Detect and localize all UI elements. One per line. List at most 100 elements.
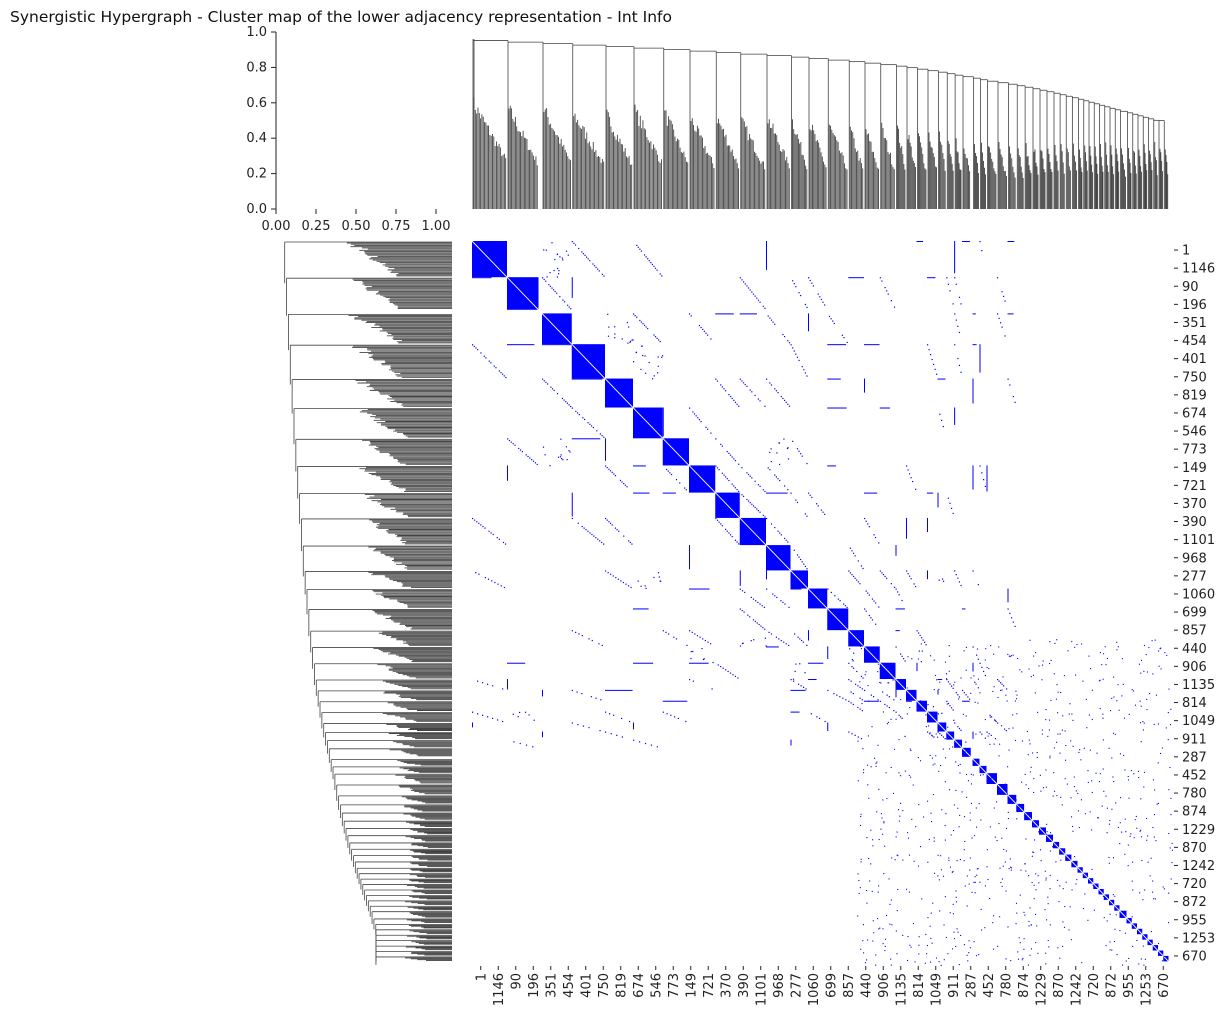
adjacency-cell — [906, 465, 908, 467]
adjacency-cell — [934, 368, 936, 370]
adjacency-cell — [897, 591, 899, 593]
row-tick-label: 1060 — [1182, 587, 1215, 602]
adjacency-cell — [827, 407, 847, 409]
adjacency-cell — [795, 663, 797, 665]
adjacency-cell — [1140, 722, 1142, 724]
adjacency-cell — [848, 700, 850, 702]
adjacency-cell — [627, 585, 630, 587]
adjacency-cell — [770, 633, 773, 635]
adjacency-cell — [1073, 776, 1075, 778]
adjacency-cell — [528, 714, 530, 716]
adjacency-cell — [979, 662, 981, 664]
adjacency-cell — [898, 714, 900, 716]
adjacency-cell — [1056, 639, 1058, 641]
adjacency-cell — [571, 407, 573, 409]
adjacency-cell — [1025, 784, 1027, 786]
adjacency-cell — [1091, 791, 1093, 793]
adjacency-cell — [1029, 639, 1031, 641]
adjacency-cell — [477, 349, 479, 351]
col-tick-label: 1146 — [492, 973, 507, 1006]
adjacency-cell — [868, 700, 870, 702]
adjacency-cell — [783, 485, 786, 487]
adjacency-cell — [1072, 719, 1074, 721]
adjacency-cell — [764, 405, 766, 407]
adjacency-cell — [864, 344, 880, 346]
adjacency-cell — [952, 303, 954, 305]
adjacency-cell — [976, 648, 978, 650]
adjacency-cell — [542, 344, 572, 346]
adjacency-cell — [1098, 781, 1101, 783]
adjacency-cell — [684, 487, 686, 489]
adjacency-cell — [929, 961, 932, 963]
adjacency-cell — [854, 577, 856, 579]
adjacency-cell — [827, 646, 829, 660]
adjacency-cell — [592, 426, 594, 429]
adjacency-cell — [884, 938, 887, 940]
block-diagonal — [1147, 939, 1154, 946]
adjacency-cell — [741, 494, 743, 496]
adjacency-cell — [982, 774, 984, 776]
adjacency-cell — [725, 390, 727, 392]
adjacency-cell — [868, 797, 870, 799]
adjacency-cell — [1034, 913, 1037, 916]
adjacency-cell — [919, 700, 922, 702]
adjacency-cell — [749, 502, 751, 504]
row-tick-label: 911 — [1182, 732, 1207, 747]
adjacency-cell — [919, 760, 922, 762]
adjacency-cell — [909, 575, 911, 577]
adjacency-cell — [884, 575, 886, 578]
adjacency-cell — [1057, 947, 1059, 949]
adjacency-cell — [657, 572, 660, 574]
adjacency-cell — [1028, 920, 1030, 922]
adjacency-cell — [1108, 856, 1110, 859]
adjacency-cell — [570, 308, 572, 310]
adjacency-cell — [932, 764, 934, 766]
adjacency-cell — [715, 517, 717, 520]
adjacency-cell — [770, 461, 772, 463]
adjacency-cell — [1096, 752, 1098, 754]
block-diagonal — [1108, 899, 1115, 906]
adjacency-cell — [704, 639, 706, 642]
adjacency-cell — [1136, 939, 1138, 941]
adjacency-cell — [736, 403, 738, 405]
adjacency-cell — [553, 269, 555, 272]
adjacency-cell — [609, 522, 612, 524]
adjacency-cell — [1076, 644, 1078, 646]
adjacency-cell — [591, 639, 593, 642]
block-diagonal — [986, 772, 998, 785]
adjacency-cell — [960, 584, 962, 587]
adjacency-cell — [707, 334, 709, 336]
adjacency-cell — [1152, 826, 1154, 829]
adjacency-cell — [521, 451, 524, 453]
adjacency-cell — [774, 595, 776, 597]
adjacency-cell — [898, 820, 900, 822]
adjacency-cell — [925, 933, 927, 935]
adjacency-cell — [795, 353, 797, 355]
adjacency-cell — [971, 837, 973, 839]
adjacency-cell — [565, 250, 568, 252]
adjacency-cell — [496, 537, 498, 539]
adjacency-cell — [767, 315, 769, 317]
adjacency-cell — [707, 428, 709, 430]
adjacency-cell — [746, 285, 748, 287]
adjacency-cell — [797, 636, 799, 638]
adjacency-cell — [942, 725, 944, 727]
adjacency-cell — [1018, 804, 1020, 806]
adjacency-cell — [877, 663, 879, 665]
adjacency-cell — [1117, 826, 1119, 828]
adjacency-cell — [803, 369, 805, 371]
adjacency-cell — [1007, 926, 1009, 928]
row-tick-label: 699 — [1182, 606, 1207, 621]
adjacency-cell — [633, 722, 634, 730]
adjacency-cell — [742, 642, 744, 644]
adjacency-cell — [949, 290, 951, 292]
adjacency-cell — [767, 467, 769, 469]
col-tick-label: 440 — [859, 973, 874, 998]
adjacency-cell — [769, 317, 771, 319]
adjacency-cell — [1157, 723, 1160, 725]
adjacency-cell — [1021, 740, 1024, 742]
adjacency-cell — [642, 323, 644, 325]
adjacency-cell — [632, 339, 634, 341]
adjacency-cell — [947, 283, 950, 285]
block-diagonal — [1141, 933, 1148, 940]
